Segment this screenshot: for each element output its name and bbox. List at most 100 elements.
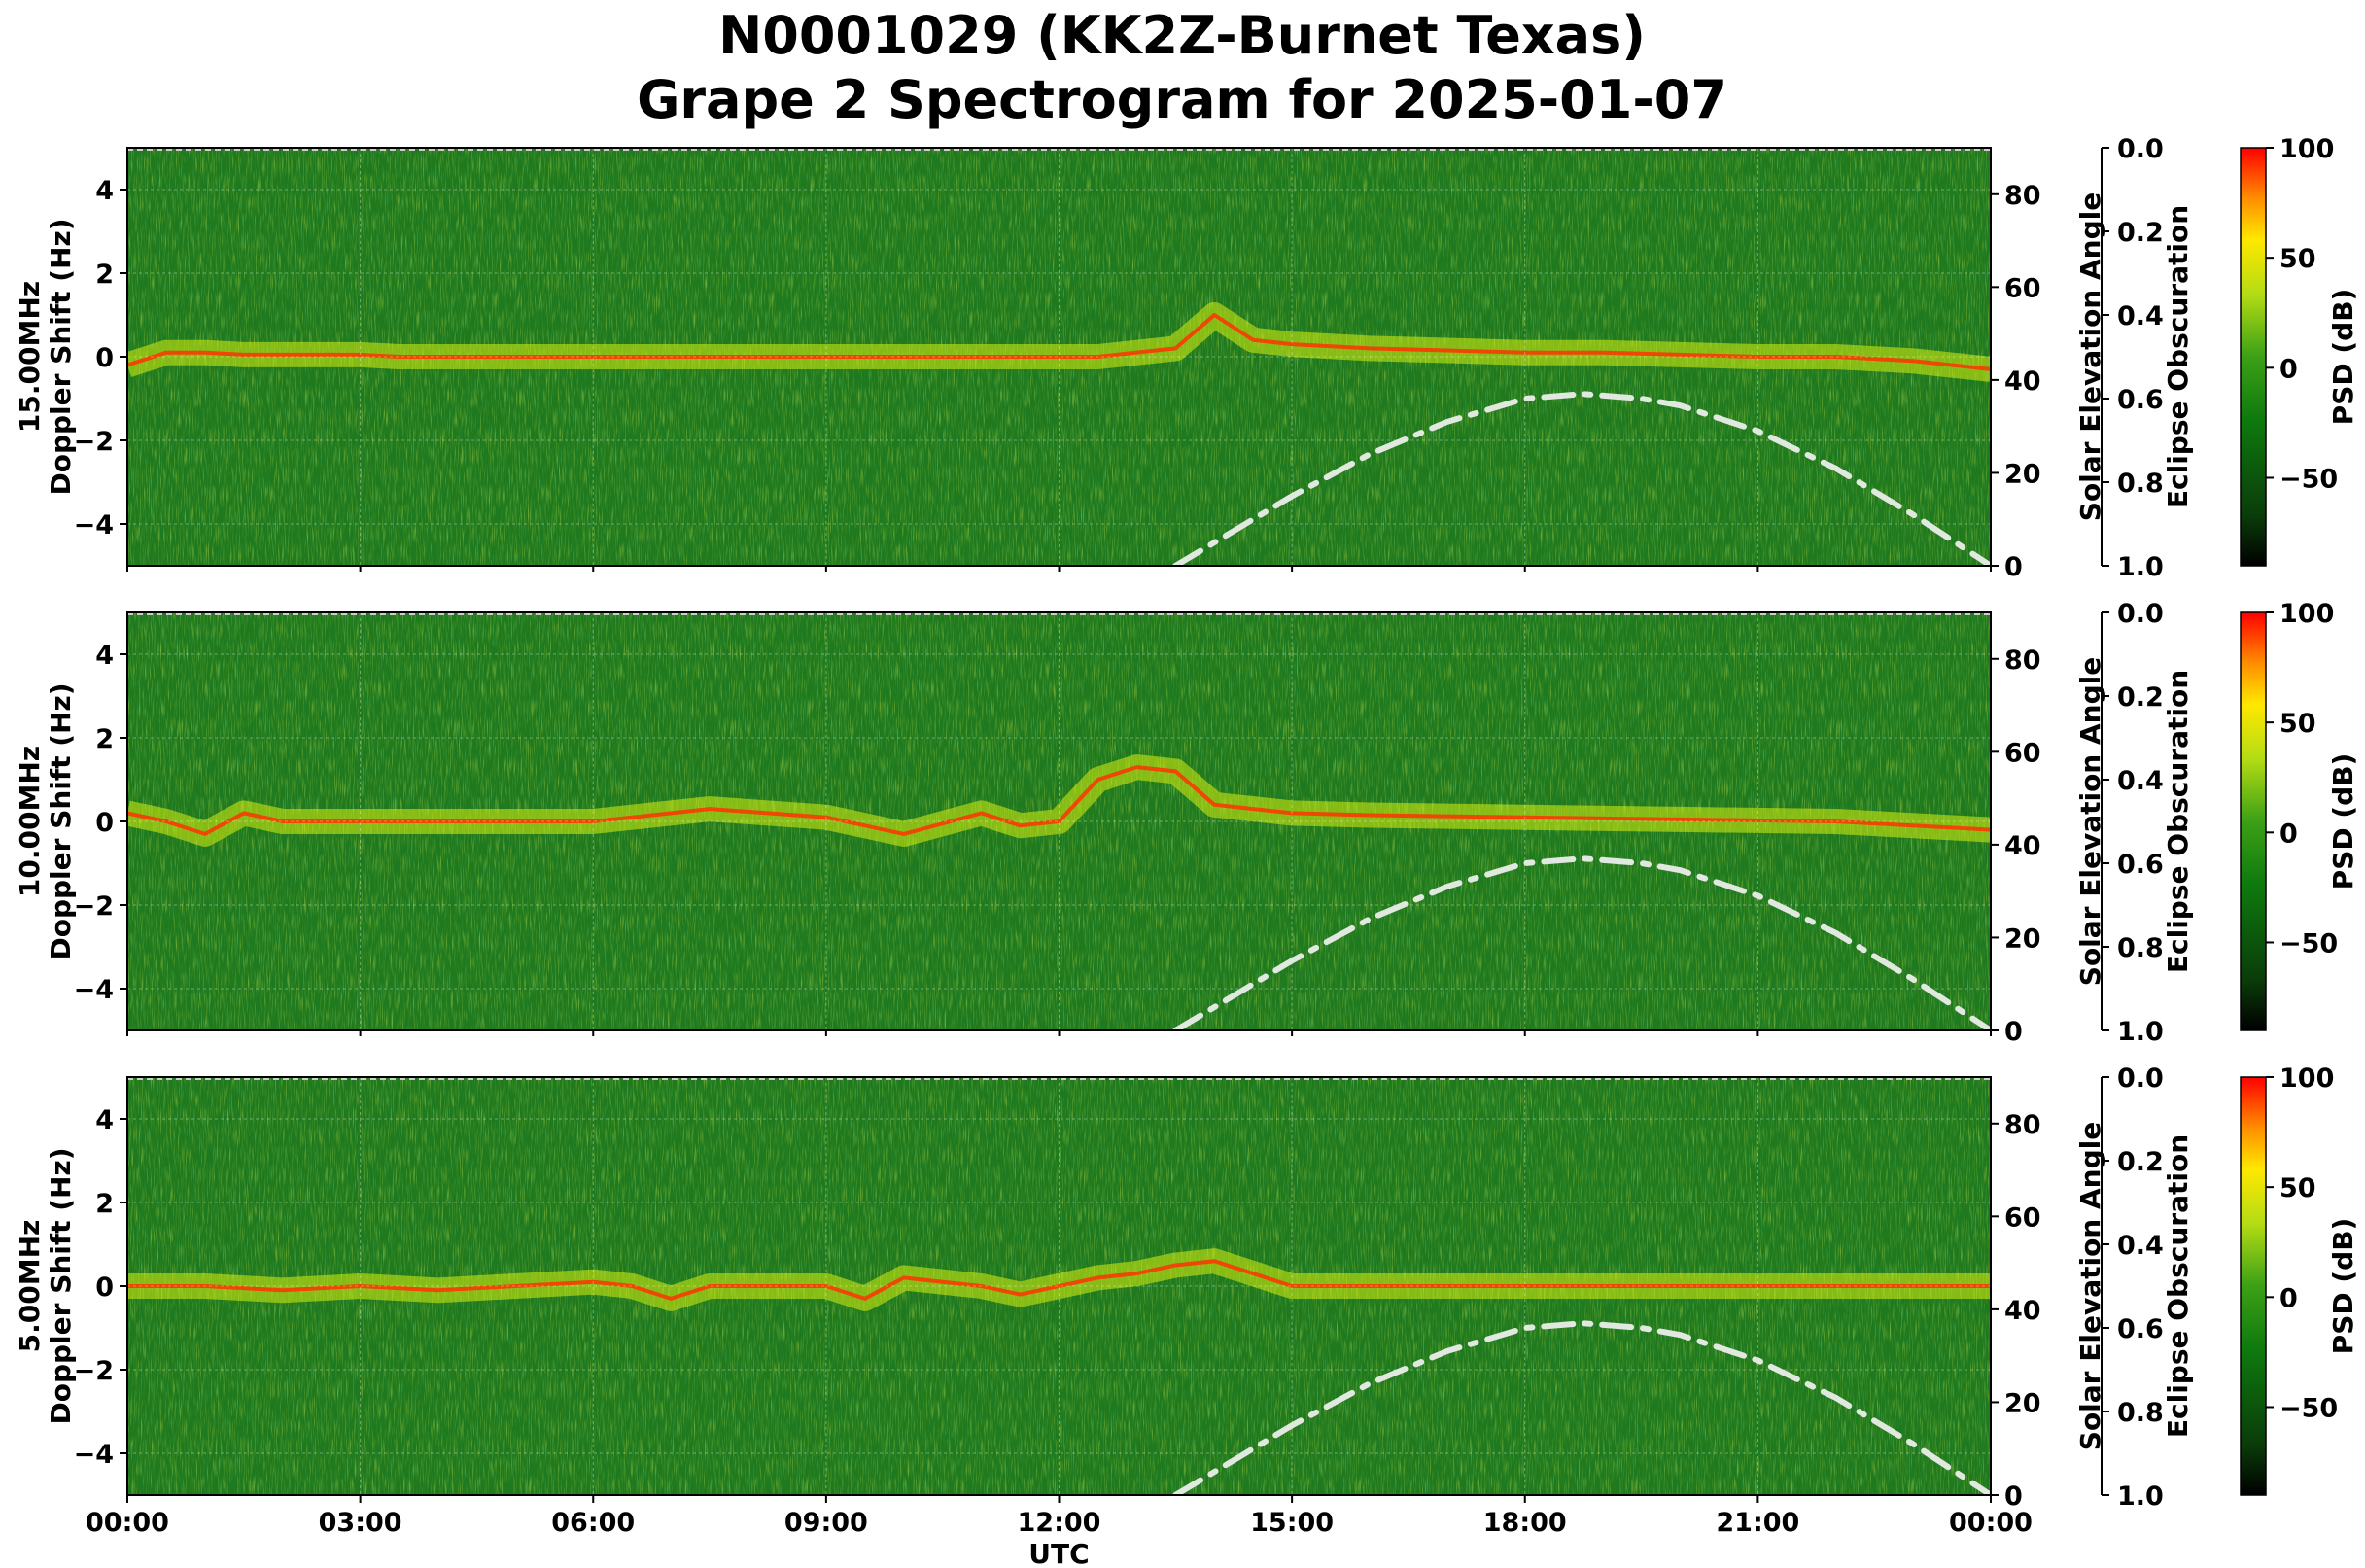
carrier-trace-group (127, 1248, 1991, 1311)
eclipse-tick-label: 0.8 (2117, 933, 2164, 963)
panel-5.00MHz: 420−2−45.00MHzDoppler Shift (Hz)02040608… (14, 1063, 2359, 1568)
frequency-label: 5.00MHz (14, 1220, 46, 1353)
elevation-tick-label: 80 (2004, 645, 2041, 676)
figure-title-line-2: Grape 2 Spectrogram for 2025-01-07 (637, 69, 1727, 130)
eclipse-tick-label: 1.0 (2117, 1017, 2164, 1047)
elevation-tick-label: 40 (2004, 1296, 2041, 1326)
grid-lines (127, 612, 1991, 1030)
eclipse-tick-label: 0.6 (2117, 850, 2164, 880)
eclipse-tick-label: 0.2 (2117, 218, 2164, 248)
eclipse-tick-label: 1.0 (2117, 552, 2164, 582)
frequency-label: 15.00MHz (14, 281, 46, 433)
colorbar (2240, 1076, 2267, 1496)
doppler-label: Doppler Shift (Hz) (45, 218, 77, 495)
x-tick-label: 12:00 (1018, 1508, 1101, 1538)
y-tick-label: −2 (74, 1356, 114, 1386)
eclipse-tick-label: 0.4 (2117, 766, 2164, 796)
doppler-label: Doppler Shift (Hz) (45, 1147, 77, 1424)
carrier-trace-line (127, 313, 1991, 371)
colorbar-label: PSD (dB) (2327, 289, 2359, 426)
y-tick-label: −2 (74, 427, 114, 457)
colorbar-tick-label: 100 (2279, 1063, 2334, 1094)
eclipse-tick-label: 0.8 (2117, 469, 2164, 499)
grid-lines (127, 148, 1991, 566)
solar-elevation-group (1172, 391, 1991, 566)
x-tick-label: 18:00 (1483, 1508, 1567, 1538)
colorbar-tick-label: 50 (2279, 1173, 2316, 1203)
eclipse-obscuration-label: Eclipse Obscuration (2162, 205, 2194, 508)
y-tick-label: 4 (95, 641, 114, 671)
figure-title-line-1: N0001029 (KK2Z-Burnet Texas) (718, 5, 1646, 66)
colorbar-tick-label: 50 (2279, 244, 2316, 274)
x-tick-label: 21:00 (1716, 1508, 1799, 1538)
elevation-tick-label: 60 (2004, 273, 2041, 303)
eclipse-tick-label: 0.2 (2117, 1147, 2164, 1177)
colorbar-tick-label: −50 (2279, 928, 2338, 958)
eclipse-tick-label: 0.0 (2117, 134, 2164, 164)
y-tick-label: 2 (95, 724, 114, 754)
carrier-trace-group (127, 754, 1991, 847)
panels-group: 420−2−415.00MHzDoppler Shift (Hz)0204060… (14, 134, 2359, 1568)
colorbar-tick-label: −50 (2279, 1393, 2338, 1423)
y-tick-label: 4 (95, 176, 114, 206)
eclipse-obscuration-label: Eclipse Obscuration (2162, 670, 2194, 973)
eclipse-obscuration-label: Eclipse Obscuration (2162, 1134, 2194, 1438)
elevation-tick-label: 40 (2004, 831, 2041, 861)
eclipse-tick-label: 0.4 (2117, 301, 2164, 331)
elevation-tick-label: 0 (2004, 552, 2023, 582)
eclipse-tick-label: 0.2 (2117, 682, 2164, 713)
y-axis-label: 5.00MHzDoppler Shift (Hz) (14, 1147, 77, 1424)
eclipse-tick-label: 1.0 (2117, 1481, 2164, 1512)
solar-elevation-curve (1172, 1320, 1991, 1495)
eclipse-tick-label: 0.6 (2117, 1314, 2164, 1344)
elevation-tick-label: 80 (2004, 1110, 2041, 1140)
elevation-tick-label: 0 (2004, 1017, 2023, 1047)
y-tick-label: −4 (74, 1440, 114, 1470)
solar-elevation-curve (1172, 391, 1991, 566)
colorbar-label: PSD (dB) (2327, 1218, 2359, 1355)
solar-elevation-group (1172, 855, 1991, 1030)
colorbar-tick-label: 100 (2279, 134, 2334, 164)
eclipse-tick-label: 0.0 (2117, 599, 2164, 629)
x-axis-label: UTC (1028, 1538, 1089, 1568)
colorbar-label: PSD (dB) (2327, 753, 2359, 890)
y-tick-label: 0 (95, 343, 114, 373)
elevation-tick-label: 20 (2004, 1388, 2041, 1418)
x-tick-label: 06:00 (551, 1508, 635, 1538)
carrier-trace-group (127, 302, 1991, 382)
colorbar-tick-label: 50 (2279, 709, 2316, 739)
colorbar-tick-label: 0 (2279, 819, 2298, 849)
eclipse-tick-label: 0.4 (2117, 1231, 2164, 1261)
elevation-tick-label: 60 (2004, 1202, 2041, 1233)
x-tick-label: 00:00 (1949, 1508, 2033, 1538)
y-tick-label: −4 (74, 975, 114, 1005)
colorbar-tick-label: 100 (2279, 599, 2334, 629)
eclipse-tick-label: 0.8 (2117, 1398, 2164, 1428)
x-tick-label: 15:00 (1250, 1508, 1334, 1538)
doppler-label: Doppler Shift (Hz) (45, 682, 77, 959)
y-tick-label: 0 (95, 1272, 114, 1303)
panel-15.00MHz: 420−2−415.00MHzDoppler Shift (Hz)0204060… (14, 134, 2359, 582)
elevation-tick-label: 40 (2004, 366, 2041, 397)
colorbar (2240, 611, 2267, 1031)
solar-elevation-curve (1172, 855, 1991, 1030)
elevation-tick-label: 20 (2004, 459, 2041, 489)
y-tick-label: 2 (95, 1189, 114, 1219)
panel-10.00MHz: 420−2−410.00MHzDoppler Shift (Hz)0204060… (14, 599, 2359, 1047)
elevation-tick-label: 20 (2004, 923, 2041, 954)
x-tick-label: 09:00 (784, 1508, 868, 1538)
solar-elevation-group (1172, 1320, 1991, 1495)
colorbar (2240, 147, 2267, 567)
carrier-trace-line (127, 1259, 1991, 1301)
frequency-label: 10.00MHz (14, 746, 46, 897)
y-tick-label: −2 (74, 891, 114, 922)
grid-lines (127, 1077, 1991, 1495)
colorbar-tick-label: −50 (2279, 464, 2338, 494)
x-tick-label: 03:00 (319, 1508, 402, 1538)
colorbar-tick-label: 0 (2279, 354, 2298, 384)
elevation-tick-label: 0 (2004, 1481, 2023, 1512)
y-tick-label: 4 (95, 1105, 114, 1135)
y-tick-label: 2 (95, 260, 114, 290)
y-axis-label: 15.00MHzDoppler Shift (Hz) (14, 218, 77, 495)
